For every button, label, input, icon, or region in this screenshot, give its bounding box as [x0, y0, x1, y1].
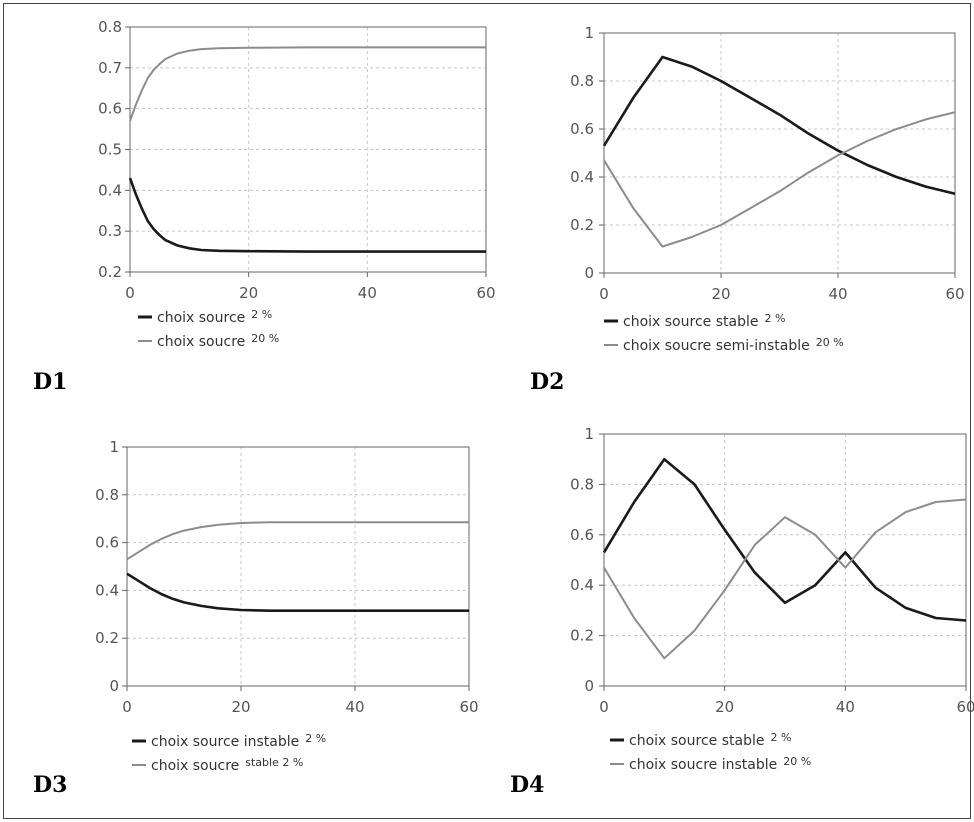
- legend-label: choix source stable: [629, 733, 764, 749]
- legend-suffix: 20 %: [783, 755, 811, 768]
- legend-suffix: stable 2 %: [245, 756, 303, 769]
- x-tick-label: 60: [945, 285, 964, 303]
- plot-area-border: [603, 32, 956, 274]
- y-tick-label: 0.2: [570, 627, 594, 645]
- panel-label-d3: D3: [33, 772, 67, 798]
- y-tick-label: 1: [584, 24, 594, 42]
- x-tick-label: 60: [956, 698, 974, 716]
- legend-label: choix soucre: [151, 758, 239, 774]
- legend-label: choix source: [157, 310, 245, 326]
- legend-suffix: 20 %: [816, 336, 844, 349]
- series-line-2: [603, 111, 956, 248]
- y-tick-label: 0.8: [570, 475, 594, 493]
- figure-frame: [3, 3, 971, 819]
- x-tick-label: 40: [836, 698, 855, 716]
- y-tick-label: 0: [584, 264, 594, 282]
- y-tick-label: 0.8: [95, 486, 119, 504]
- legend-suffix: 20 %: [251, 332, 279, 345]
- panel-label-d4: D4: [510, 772, 544, 798]
- x-tick-label: 40: [828, 285, 847, 303]
- series-line-1: [126, 572, 469, 613]
- panel-d3: 0 0.2 0.4 0.6 0.8 1 0 20 40 60 choix source instab…: [95, 438, 478, 774]
- y-tick-label: 1: [109, 438, 119, 456]
- x-tick-label: 20: [715, 698, 734, 716]
- series-line-2: [603, 498, 967, 660]
- y-tick-label: 0.6: [95, 534, 119, 552]
- panel-label-d2: D2: [530, 369, 564, 395]
- x-tick-label: 20: [711, 285, 730, 303]
- y-tick-label: 0.2: [570, 216, 594, 234]
- x-tick-label: 60: [476, 284, 495, 302]
- y-tick-label: 0.7: [98, 59, 122, 77]
- legend-label: choix source instable: [151, 734, 299, 750]
- y-tick-label: 0.4: [570, 168, 594, 186]
- x-tick-label: 20: [239, 284, 258, 302]
- y-tick-label: 0.4: [95, 581, 119, 599]
- x-tick-label: 0: [125, 284, 135, 302]
- y-tick-label: 1: [584, 425, 594, 443]
- legend-label: choix soucre: [157, 334, 245, 350]
- x-tick-label: 60: [459, 698, 478, 716]
- legend-label: choix soucre instable: [629, 757, 777, 773]
- series-line-2: [129, 46, 486, 122]
- legend-label: choix source stable: [623, 314, 758, 330]
- x-tick-label: 0: [599, 285, 609, 303]
- x-tick-label: 0: [122, 698, 132, 716]
- x-tick-label: 20: [231, 698, 250, 716]
- plot-area-border: [126, 446, 470, 687]
- y-tick-label: 0.8: [570, 72, 594, 90]
- legend-suffix: 2 %: [770, 731, 791, 744]
- y-tick-label: 0: [109, 677, 119, 695]
- series-line-1: [128, 177, 486, 253]
- y-tick-label: 0.8: [98, 18, 122, 36]
- series-line-2: [126, 521, 469, 561]
- series-line-1: [602, 457, 967, 622]
- x-tick-label: 40: [358, 284, 377, 302]
- legend-suffix: 2 %: [305, 732, 326, 745]
- plot-area-border: [603, 433, 967, 687]
- panel-d2: 0 0.2 0.4 0.6 0.8 1 0 20 40 60 choix source stable…: [570, 24, 964, 354]
- y-tick-label: 0.5: [98, 141, 122, 159]
- y-tick-label: 0.6: [570, 526, 594, 544]
- legend-suffix: 2 %: [764, 312, 785, 325]
- y-tick-label: 0: [584, 677, 594, 695]
- y-tick-label: 0.2: [95, 629, 119, 647]
- x-tick-label: 0: [599, 698, 609, 716]
- y-tick-label: 0.4: [98, 181, 122, 199]
- panel-label-d1: D1: [33, 369, 67, 395]
- y-tick-label: 0.3: [98, 222, 122, 240]
- y-tick-label: 0.4: [570, 576, 594, 594]
- panel-d1: 0.2 0.3 0.4 0.5 0.6 0.7 0.8 0 20 40 60 choix source…: [98, 18, 495, 350]
- y-tick-label: 0.2: [98, 263, 122, 281]
- panel-d4: 0 0.2 0.4 0.6 0.8 1 0 20 40 60 choix source stable…: [570, 425, 974, 773]
- y-tick-label: 0.6: [98, 100, 122, 118]
- legend-label: choix soucre semi-instable: [623, 338, 810, 354]
- legend-suffix: 2 %: [251, 308, 272, 321]
- y-tick-label: 0.6: [570, 120, 594, 138]
- series-line-1: [602, 55, 956, 196]
- x-tick-label: 40: [345, 698, 364, 716]
